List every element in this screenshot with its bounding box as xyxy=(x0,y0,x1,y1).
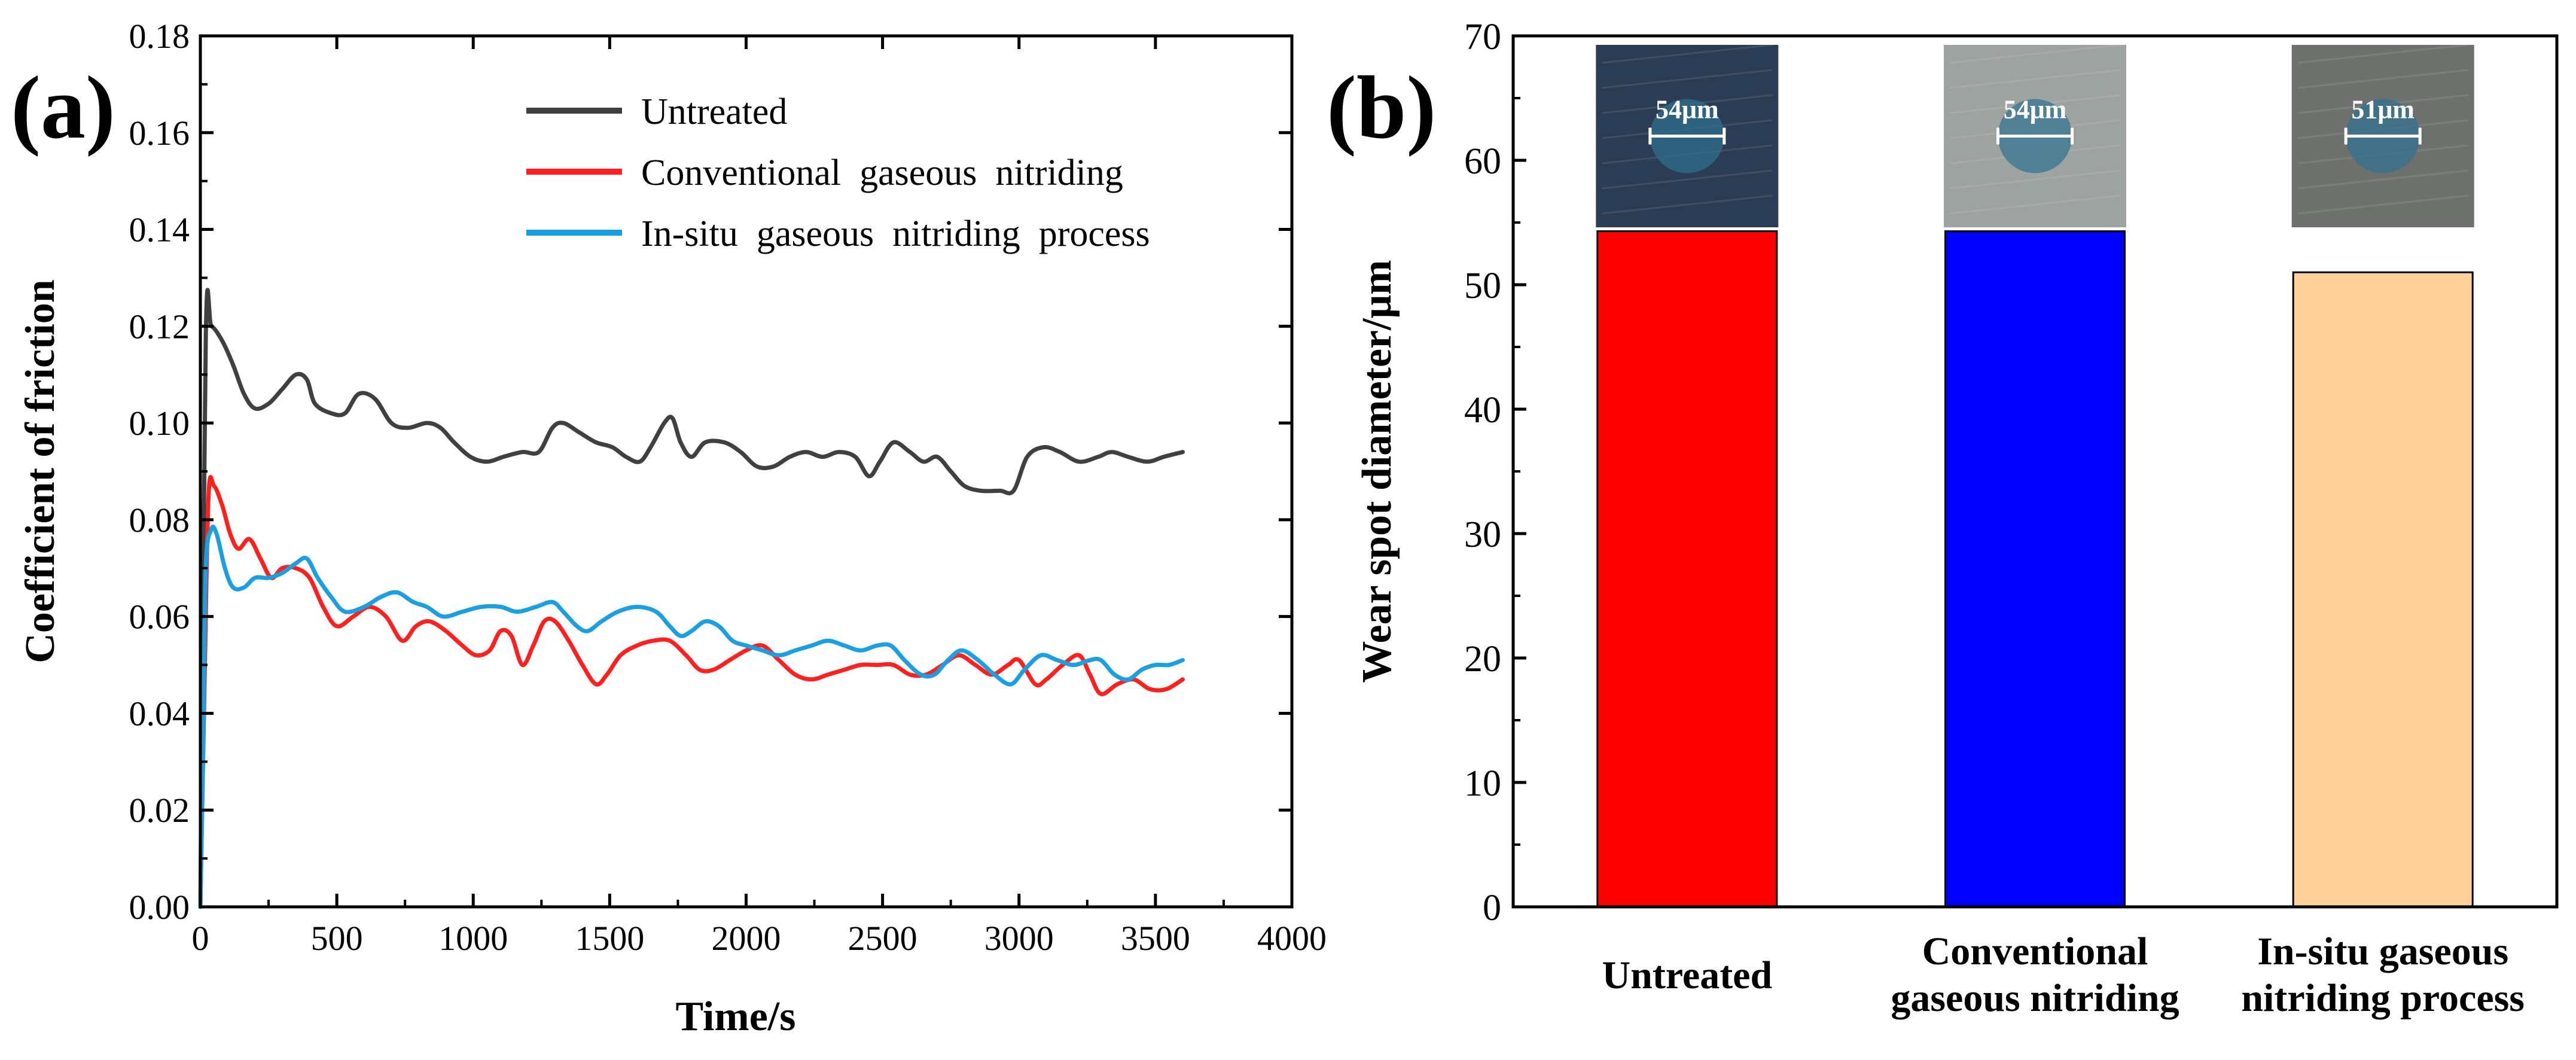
panel-a-y-tick-label: 0.02 xyxy=(129,791,190,830)
panel-a-legend-label: Conventional gaseous nitriding xyxy=(641,153,1123,193)
panel-a-y-axis-label: Coefficient of friction xyxy=(17,279,63,663)
micrograph-texture xyxy=(1602,44,1773,64)
panel-a-x-tick-label: 2000 xyxy=(712,919,781,958)
micrograph-texture xyxy=(1602,69,1773,89)
panel-a-series-line-2 xyxy=(198,475,1185,909)
panel-a-y-tick-label: 0.16 xyxy=(129,114,190,153)
panel-a-series-line-1 xyxy=(198,288,1185,909)
panel-b-bar-chart: (b) 54μm 54μm 51μm 0 10 20 30 40 50 60 70 Untreat… xyxy=(1327,17,2559,1020)
panel-b-y-tick-label: 0 xyxy=(1483,888,1501,928)
panel-a-y-tick-label: 0.10 xyxy=(129,404,190,443)
panel-b-category-label: gaseous nitriding xyxy=(1891,976,2179,1020)
panel-b-category-label: Conventional xyxy=(1922,930,2148,973)
micrograph-texture xyxy=(2297,194,2468,215)
panel-b-y-tick-label: 40 xyxy=(1464,390,1501,431)
panel-a-y-tick-label: 0.04 xyxy=(129,694,190,733)
panel-a-legend-label: In-situ gaseous nitriding process xyxy=(641,214,1150,254)
micrograph-texture xyxy=(1949,69,2121,89)
panel-b-y-tick-label: 30 xyxy=(1464,514,1501,555)
panel-a-series-line-3 xyxy=(198,525,1185,909)
panel-b-inset-label: 51μm xyxy=(2351,95,2415,124)
panel-a-x-tick-label: 3500 xyxy=(1121,919,1190,958)
panel-a-x-axis-label: Time/s xyxy=(676,994,796,1040)
panel-b-bar xyxy=(2292,271,2474,908)
panel-a-y-tick-label: 0.18 xyxy=(129,17,190,56)
panel-a-x-tick-label: 500 xyxy=(311,919,363,958)
panel-b-y-tick-label: 10 xyxy=(1464,763,1501,804)
panel-b-inset-label: 54μm xyxy=(1656,95,1719,124)
panel-a-legend-label: Untreated xyxy=(641,92,787,132)
panel-a-label: (a) xyxy=(11,58,115,157)
panel-a-x-tick-label: 2500 xyxy=(848,919,917,958)
panel-a-y-tick-label: 0.00 xyxy=(129,888,190,927)
panel-a-line-chart: (a) 0.00 0.02 0.04 0.06 0.08 0.10 0.12 0.14 0.16… xyxy=(11,17,1327,1040)
panel-b-inset-label: 54μm xyxy=(2004,95,2067,124)
panel-a-x-tick-label: 1500 xyxy=(575,919,644,958)
panel-b-category-label: In-situ gaseous xyxy=(2257,930,2508,973)
panel-a-x-tick-label: 1000 xyxy=(438,919,508,958)
micrograph-texture xyxy=(1602,169,1773,190)
micrograph-texture xyxy=(2297,69,2468,89)
panel-a-x-tick-label: 4000 xyxy=(1257,919,1327,958)
panel-b-bar xyxy=(1596,230,1778,908)
panel-a-x-tick-label: 3000 xyxy=(984,919,1054,958)
panel-a-legend: Untreated Conventional gaseous nitriding I… xyxy=(526,92,1150,254)
panel-a-x-tick-label: 0 xyxy=(192,919,209,958)
panel-b-bar xyxy=(1944,230,2126,908)
panel-b-inset-micrograph: 51μm xyxy=(2291,44,2474,227)
micrograph-texture xyxy=(2297,169,2468,190)
panel-b-inset-micrograph: 54μm xyxy=(1944,44,2126,227)
panel-a-y-tick-label: 0.08 xyxy=(129,501,190,540)
panel-b-y-tick-label: 20 xyxy=(1464,639,1501,680)
panel-a-y-tick-label: 0.12 xyxy=(129,307,190,346)
panel-b-y-axis-label: Wear spot diameter/μm xyxy=(1354,260,1400,683)
panel-a-y-tick-label: 0.14 xyxy=(129,211,190,249)
panel-b-y-tick-label: 50 xyxy=(1464,266,1501,306)
micrograph-texture xyxy=(1949,194,2121,215)
panel-b-category-label: Untreated xyxy=(1602,954,1772,997)
micrograph-texture xyxy=(1602,194,1773,215)
panel-b-category-label: nitriding process xyxy=(2241,976,2525,1020)
panel-b-inset-micrograph: 54μm xyxy=(1596,44,1779,227)
panel-b-y-tick-label: 60 xyxy=(1464,141,1501,182)
micrograph-texture xyxy=(1949,169,2121,190)
panel-b-y-tick-label: 70 xyxy=(1464,17,1501,57)
micrograph-texture xyxy=(1949,44,2121,64)
micrograph-texture xyxy=(2297,44,2468,64)
panel-a-y-tick-label: 0.06 xyxy=(129,598,190,636)
panel-b-label: (b) xyxy=(1327,58,1436,157)
